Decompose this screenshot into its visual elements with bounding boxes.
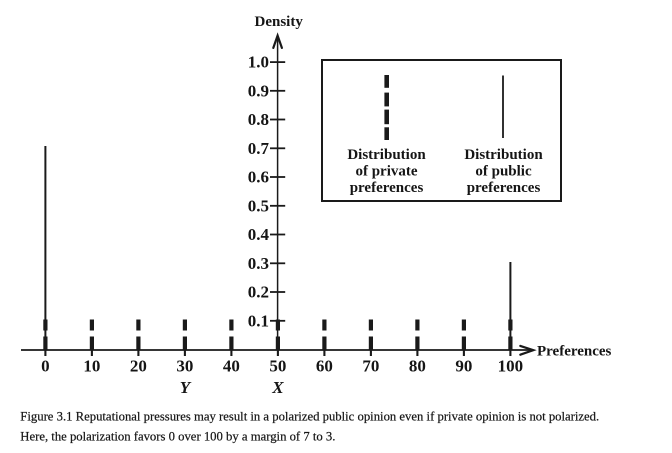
svg-text:preferences: preferences xyxy=(350,180,424,196)
svg-text:0.8: 0.8 xyxy=(248,110,269,129)
svg-text:70: 70 xyxy=(362,357,379,376)
svg-text:80: 80 xyxy=(409,357,426,376)
svg-text:20: 20 xyxy=(130,357,147,376)
svg-text:0.6: 0.6 xyxy=(248,168,269,187)
svg-text:Y: Y xyxy=(180,378,192,397)
svg-text:Preferences: Preferences xyxy=(537,344,612,360)
svg-text:30: 30 xyxy=(176,357,193,376)
svg-text:50: 50 xyxy=(269,357,286,376)
svg-text:0.3: 0.3 xyxy=(248,254,269,273)
svg-text:90: 90 xyxy=(455,357,472,376)
svg-text:Distribution: Distribution xyxy=(347,147,426,163)
svg-text:60: 60 xyxy=(316,357,333,376)
svg-text:0.5: 0.5 xyxy=(248,196,269,215)
svg-text:0.9: 0.9 xyxy=(248,81,269,100)
svg-text:X: X xyxy=(271,378,284,397)
svg-text:0.7: 0.7 xyxy=(248,139,270,158)
svg-text:0: 0 xyxy=(41,357,50,376)
svg-text:Here, the polarization favors: Here, the polarization favors 0 over 100… xyxy=(20,430,335,444)
svg-text:0.4: 0.4 xyxy=(248,225,270,244)
svg-text:of private: of private xyxy=(355,164,417,180)
svg-text:10: 10 xyxy=(83,357,100,376)
svg-text:40: 40 xyxy=(223,357,240,376)
svg-text:0.2: 0.2 xyxy=(248,283,269,302)
svg-text:Density: Density xyxy=(255,14,304,30)
svg-text:preferences: preferences xyxy=(467,180,541,196)
svg-text:1.0: 1.0 xyxy=(248,53,269,72)
svg-text:Figure 3.1 Reputational pressu: Figure 3.1 Reputational pressures may re… xyxy=(20,410,599,424)
svg-text:Distribution: Distribution xyxy=(464,147,543,163)
svg-text:of public: of public xyxy=(475,164,532,180)
svg-text:100: 100 xyxy=(498,357,524,376)
svg-text:0.1: 0.1 xyxy=(248,311,269,330)
